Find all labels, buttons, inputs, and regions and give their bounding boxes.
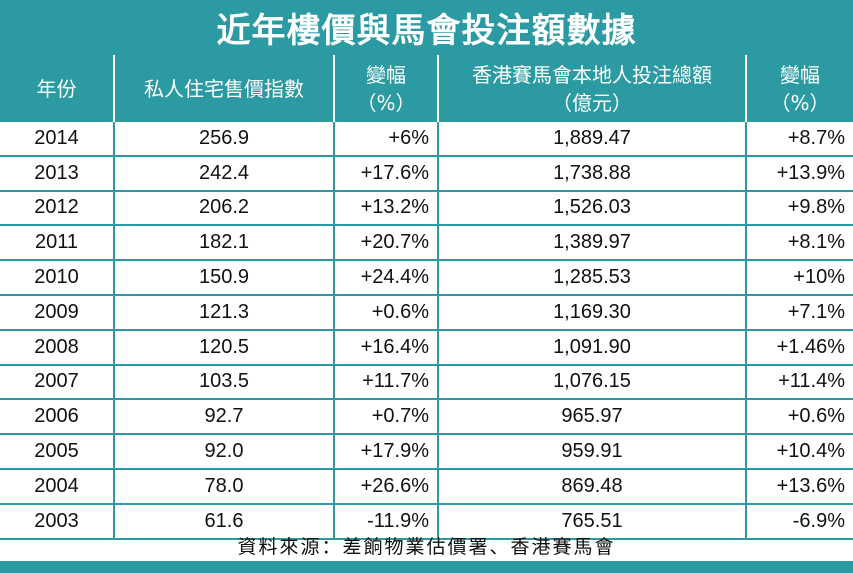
cell-index-change: -11.9% — [334, 503, 439, 540]
cell-year: 2004 — [0, 468, 115, 505]
table-row: 2004 78.0 +26.6% 869.48 +13.6% — [0, 468, 853, 505]
cell-betting-total: 965.97 — [438, 399, 747, 436]
cell-betting-total: 765.51 — [438, 503, 747, 540]
cell-year: 2005 — [0, 434, 115, 470]
cell-index-change: +0.7% — [334, 399, 439, 436]
header-unit: （%） — [770, 90, 830, 115]
cell-betting-total: 959.91 — [438, 434, 747, 470]
cell-betting-change: +9.8% — [746, 190, 853, 227]
cell-year: 2011 — [0, 225, 115, 262]
cell-year: 2006 — [0, 399, 115, 436]
table-row: 2011 182.1 +20.7% 1,389.97 +8.1% — [0, 225, 853, 262]
cell-year: 2003 — [0, 503, 115, 540]
cell-price-index: 121.3 — [114, 294, 335, 331]
cell-betting-change: +11.4% — [746, 364, 853, 401]
table-body: 2014 256.9 +6% 1,889.47 +8.7% 2013 242.4 +17.6%… — [0, 122, 853, 540]
table-row: 2010 150.9 +24.4% 1,285.53 +10% — [0, 260, 853, 296]
cell-betting-change: -6.9% — [746, 503, 853, 540]
header-unit: （億元） — [552, 90, 632, 115]
cell-betting-change: +7.1% — [746, 294, 853, 331]
cell-index-change: +11.7% — [334, 364, 439, 401]
cell-betting-total: 1,526.03 — [438, 190, 747, 227]
table-row: 2012 206.2 +13.2% 1,526.03 +9.8% — [0, 190, 853, 227]
bottom-bar — [0, 561, 853, 573]
cell-betting-change: +13.9% — [746, 155, 853, 192]
cell-betting-change: +0.6% — [746, 399, 853, 436]
cell-index-change: +24.4% — [334, 260, 439, 296]
cell-index-change: +26.6% — [334, 468, 439, 505]
header-label: 香港賽馬會本地人投注總額 — [472, 62, 712, 87]
table-row: 2009 121.3 +0.6% 1,169.30 +7.1% — [0, 294, 853, 331]
table-row: 2003 61.6 -11.9% 765.51 -6.9% — [0, 503, 853, 540]
cell-price-index: 92.0 — [114, 434, 335, 470]
cell-index-change: +0.6% — [334, 294, 439, 331]
cell-price-index: 150.9 — [114, 260, 335, 296]
cell-betting-total: 1,738.88 — [438, 155, 747, 192]
cell-year: 2013 — [0, 155, 115, 192]
header-label: 私人住宅售價指數 — [144, 76, 304, 101]
cell-betting-total: 1,076.15 — [438, 364, 747, 401]
cell-price-index: 256.9 — [114, 122, 335, 157]
table-row: 2005 92.0 +17.9% 959.91 +10.4% — [0, 434, 853, 470]
header-betting-change: 變幅 （%） — [746, 55, 853, 122]
cell-price-index: 61.6 — [114, 503, 335, 540]
cell-betting-total: 1,169.30 — [438, 294, 747, 331]
table-row: 2013 242.4 +17.6% 1,738.88 +13.9% — [0, 155, 853, 192]
cell-index-change: +13.2% — [334, 190, 439, 227]
cell-betting-total: 1,889.47 — [438, 122, 747, 157]
cell-index-change: +6% — [334, 122, 439, 157]
cell-year: 2008 — [0, 329, 115, 366]
cell-index-change: +20.7% — [334, 225, 439, 262]
cell-price-index: 78.0 — [114, 468, 335, 505]
header-row: 年份 私人住宅售價指數 變幅 （%） 香港賽馬會本地人投注總額 （億元） 變幅 … — [0, 55, 853, 122]
cell-year: 2009 — [0, 294, 115, 331]
header-label: 變幅 — [780, 62, 820, 87]
cell-price-index: 103.5 — [114, 364, 335, 401]
header-price-index: 私人住宅售價指數 — [114, 55, 335, 122]
cell-betting-change: +13.6% — [746, 468, 853, 505]
cell-index-change: +17.6% — [334, 155, 439, 192]
cell-betting-change: +1.46% — [746, 329, 853, 366]
table-row: 2007 103.5 +11.7% 1,076.15 +11.4% — [0, 364, 853, 401]
cell-price-index: 120.5 — [114, 329, 335, 366]
cell-betting-change: +8.1% — [746, 225, 853, 262]
cell-year: 2010 — [0, 260, 115, 296]
table-row: 2014 256.9 +6% 1,889.47 +8.7% — [0, 122, 853, 157]
chart-title: 近年樓價與馬會投注額數據 — [0, 0, 853, 55]
cell-year: 2007 — [0, 364, 115, 401]
cell-betting-change: +8.7% — [746, 122, 853, 157]
cell-index-change: +17.9% — [334, 434, 439, 470]
cell-betting-change: +10% — [746, 260, 853, 296]
source-note: 資料來源：差餉物業估價署、香港賽馬會 — [237, 535, 616, 558]
cell-index-change: +16.4% — [334, 329, 439, 366]
header-betting-total: 香港賽馬會本地人投注總額 （億元） — [438, 55, 747, 122]
cell-year: 2014 — [0, 122, 115, 157]
cell-betting-total: 1,389.97 — [438, 225, 747, 262]
header-label: 變幅 — [366, 62, 406, 87]
header-label: 年份 — [36, 76, 77, 101]
header-unit: （%） — [356, 90, 416, 115]
table-row: 2008 120.5 +16.4% 1,091.90 +1.46% — [0, 329, 853, 366]
cell-betting-total: 869.48 — [438, 468, 747, 505]
cell-betting-change: +10.4% — [746, 434, 853, 470]
cell-year: 2012 — [0, 190, 115, 227]
cell-price-index: 182.1 — [114, 225, 335, 262]
cell-betting-total: 1,091.90 — [438, 329, 747, 366]
cell-price-index: 206.2 — [114, 190, 335, 227]
header-year: 年份 — [0, 55, 115, 122]
data-table: 年份 私人住宅售價指數 變幅 （%） 香港賽馬會本地人投注總額 （億元） 變幅 … — [0, 55, 853, 540]
cell-price-index: 92.7 — [114, 399, 335, 436]
cell-price-index: 242.4 — [114, 155, 335, 192]
cell-betting-total: 1,285.53 — [438, 260, 747, 296]
table-row: 2006 92.7 +0.7% 965.97 +0.6% — [0, 399, 853, 436]
header-index-change: 變幅 （%） — [334, 55, 439, 122]
